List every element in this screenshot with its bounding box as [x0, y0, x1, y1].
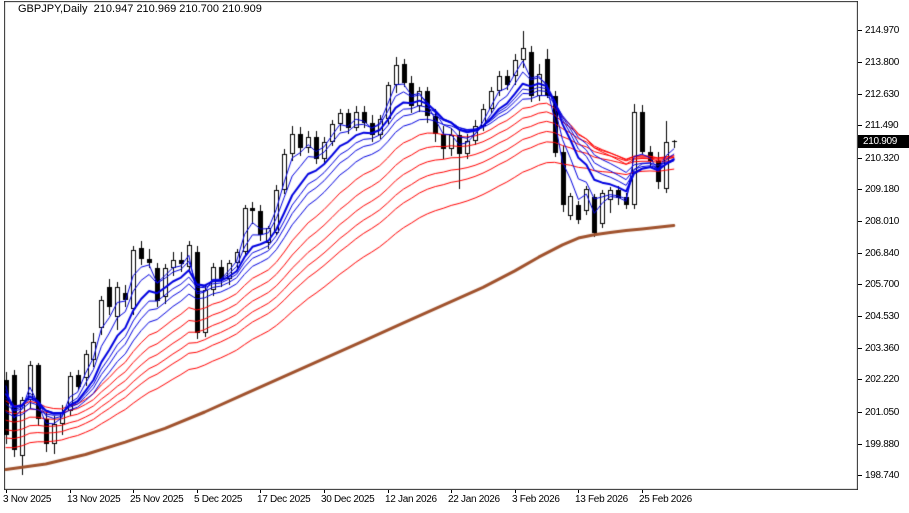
y-axis-label: 213.800: [858, 57, 899, 68]
y-axis-tick: [858, 189, 862, 190]
x-axis-label: 30 Dec 2025: [321, 494, 375, 505]
y-axis-label: 211.490: [858, 120, 899, 131]
x-axis-label: 13 Feb 2026: [575, 494, 628, 505]
ohlc-values: 210.947 210.969 210.700 210.909: [93, 3, 262, 15]
price-axis[interactable]: 214.970 213.800 212.630 211.490 210.320 209.1…: [858, 0, 909, 490]
y-axis-label: 212.630: [858, 89, 899, 100]
y-axis-label: 206.840: [858, 248, 899, 259]
x-axis-tick: [197, 490, 198, 493]
y-axis-tick: [858, 284, 862, 285]
x-axis-tick: [6, 490, 7, 493]
time-axis[interactable]: 3 Nov 2025 13 Nov 2025 25 Nov 2025 5 Dec 20…: [0, 490, 909, 513]
x-axis-tick: [133, 490, 134, 493]
y-axis-label: 210.320: [858, 153, 899, 164]
x-axis-tick: [260, 490, 261, 493]
y-axis-label: 205.700: [858, 279, 899, 290]
x-axis-label: 17 Dec 2025: [257, 494, 311, 505]
chart-title: GBPJPY,Daily 210.947 210.969 210.700 210…: [18, 3, 262, 15]
x-axis-tick: [515, 490, 516, 493]
y-axis-label: 201.050: [858, 407, 899, 418]
x-axis-label: 13 Nov 2025: [67, 494, 121, 505]
y-axis-tick: [858, 30, 862, 31]
y-axis-label: 199.880: [858, 439, 899, 450]
x-axis-tick: [642, 490, 643, 493]
y-axis-label: 208.010: [858, 216, 899, 227]
x-axis-label: 22 Jan 2026: [448, 494, 500, 505]
y-axis-tick: [858, 475, 862, 476]
x-axis-label: 25 Feb 2026: [639, 494, 692, 505]
symbol-timeframe-label: GBPJPY,Daily: [18, 3, 88, 15]
y-axis-label: 214.970: [858, 25, 899, 36]
y-axis-tick: [858, 125, 862, 126]
y-axis-tick: [858, 348, 862, 349]
x-axis-tick: [451, 490, 452, 493]
y-axis-tick: [858, 94, 862, 95]
x-axis-label: 5 Dec 2025: [194, 494, 243, 505]
y-axis-tick: [858, 158, 862, 159]
y-axis-label: 209.180: [858, 184, 899, 195]
y-axis-tick: [858, 444, 862, 445]
y-axis-tick: [858, 412, 862, 413]
x-axis-label: 3 Nov 2025: [3, 494, 52, 505]
y-axis-label: 198.740: [858, 470, 899, 481]
y-axis-label: 203.360: [858, 343, 899, 354]
y-axis-tick: [858, 62, 862, 63]
y-axis-label: 202.220: [858, 374, 899, 385]
x-axis-label: 3 Feb 2026: [512, 494, 560, 505]
current-price-tag: 210.909: [858, 135, 909, 148]
y-axis-label: 204.530: [858, 311, 899, 322]
price-chart-canvas[interactable]: [4, 1, 858, 490]
x-axis-tick: [388, 490, 389, 493]
x-axis-label: 25 Nov 2025: [130, 494, 184, 505]
x-axis-label: 12 Jan 2026: [385, 494, 437, 505]
y-axis-tick: [858, 221, 862, 222]
x-axis-tick: [578, 490, 579, 493]
y-axis-tick: [858, 316, 862, 317]
x-axis-tick: [70, 490, 71, 493]
x-axis-tick: [324, 490, 325, 493]
y-axis-tick: [858, 253, 862, 254]
y-axis-tick: [858, 379, 862, 380]
